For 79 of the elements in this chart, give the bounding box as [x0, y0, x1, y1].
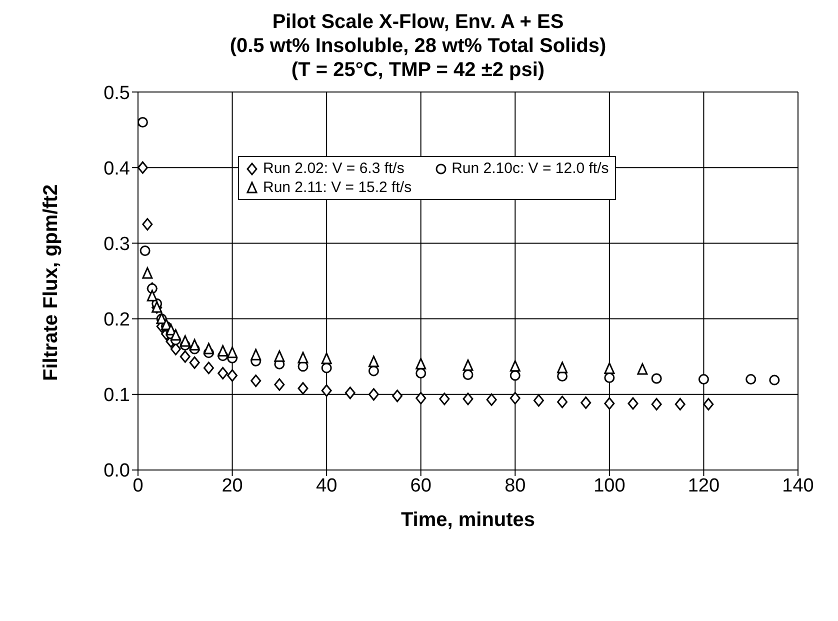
x-tick-label: 120 [688, 475, 720, 496]
point [180, 350, 190, 363]
y-tick-label: 0.2 [104, 310, 130, 331]
point [138, 116, 148, 128]
point [227, 346, 238, 358]
legend-label: Run 2.02: V = 6.3 ft/s [263, 160, 404, 177]
point [138, 161, 148, 174]
x-tick-label: 80 [504, 475, 526, 496]
point [344, 386, 356, 400]
point [368, 366, 379, 376]
point [274, 378, 285, 391]
y-tick-label: 0.0 [104, 460, 130, 482]
x-tick-label: 100 [594, 475, 626, 496]
y-tick-label: 0.3 [104, 234, 130, 255]
point [510, 360, 520, 372]
x-tick-label: 0 [132, 475, 144, 496]
point [628, 397, 638, 410]
point [769, 374, 780, 386]
point [142, 218, 153, 231]
point [321, 384, 332, 397]
point [274, 350, 285, 362]
x-tick-label: 40 [316, 475, 338, 496]
point [557, 362, 568, 374]
point [746, 374, 756, 385]
x-tick-label: 140 [782, 475, 814, 496]
x-axis-title: Time, minutes [400, 509, 536, 531]
point [189, 339, 200, 351]
point [189, 356, 200, 369]
point [510, 370, 520, 381]
point [368, 388, 379, 401]
legend-label: Run 2.11: V = 15.2 ft/s [263, 179, 412, 196]
point [510, 392, 520, 404]
point [698, 374, 709, 385]
point [298, 382, 308, 395]
point [416, 368, 426, 378]
point [462, 369, 474, 380]
point [218, 366, 228, 380]
point [321, 352, 332, 364]
point [416, 392, 426, 404]
point [462, 359, 474, 371]
legend-label: Run 2.10c: V = 12.0 ft/s [452, 160, 609, 177]
point [227, 369, 238, 382]
point [533, 394, 544, 407]
point [142, 267, 153, 279]
point [368, 356, 379, 368]
point [637, 363, 648, 375]
chart-title: Pilot Scale X-Flow, Env. A + ES [271, 10, 565, 34]
point [604, 397, 615, 410]
point [580, 396, 592, 409]
x-tick-label: 60 [410, 475, 432, 496]
point [250, 348, 262, 360]
point [392, 390, 403, 402]
point [486, 393, 497, 406]
point [170, 329, 181, 341]
y-tick-label: 0.5 [104, 82, 130, 104]
point [298, 352, 308, 364]
point [557, 396, 568, 408]
point [250, 374, 262, 388]
point [703, 398, 714, 410]
point [218, 345, 228, 357]
point [674, 398, 686, 410]
y-tick-label: 0.4 [104, 158, 130, 180]
point [321, 362, 332, 374]
point [140, 246, 150, 256]
point [439, 392, 450, 406]
point [416, 358, 426, 370]
y-tick-label: 0.1 [104, 385, 130, 406]
point [604, 362, 615, 374]
y-axis-title: Filtrate Flux, gpm/ft2 [40, 184, 62, 381]
point [651, 398, 662, 410]
point [604, 372, 615, 384]
point [462, 392, 474, 406]
point [651, 373, 662, 384]
point [146, 290, 158, 302]
chart-subtitle: (0.5 wt% Insoluble, 28 wt% Total Solids) (T = 25°C, TMP = 42 ±2 psi) [228, 34, 608, 82]
point [180, 335, 190, 347]
x-tick-label: 20 [222, 475, 243, 496]
point [203, 342, 214, 354]
point [203, 362, 214, 374]
